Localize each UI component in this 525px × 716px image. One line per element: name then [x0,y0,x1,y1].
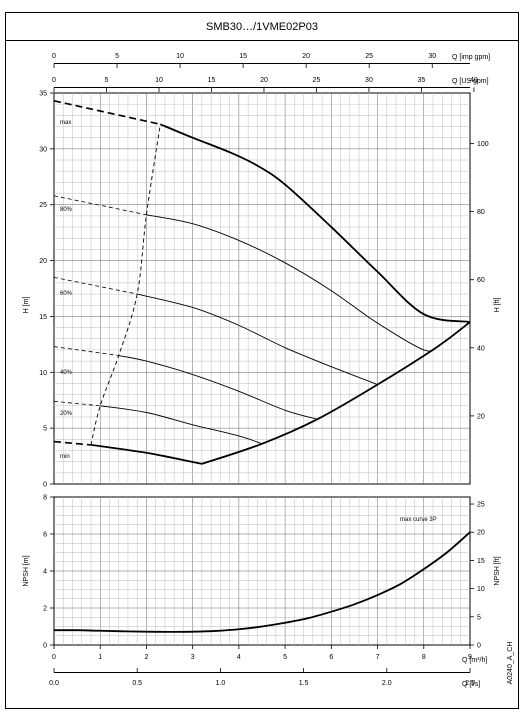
npsh-m-tick-label: 4 [43,569,47,576]
imp-gpm-tick-label: 20 [302,53,310,60]
ls-tick-label: 0.0 [49,680,59,687]
ls-tick-label: 2.5 [465,680,475,687]
us-gpm-tick-label: 5 [105,77,109,84]
m3h-tick-label: 1 [98,654,102,661]
us-gpm-tick-label: 25 [313,77,321,84]
h-ft-tick-label: 20 [477,413,485,420]
npsh-ft-tick-label: 15 [477,558,485,565]
m3h-tick-label: 6 [329,654,333,661]
us-gpm-tick-label: 15 [208,77,216,84]
imp-gpm-label: Q [imp gpm] [452,54,490,61]
head-curve-40pct [118,355,318,420]
m3h-tick-label: 8 [422,654,426,661]
ls-tick-label: 2.0 [382,680,392,687]
h-ft-tick-label: 80 [477,209,485,216]
npsh-ft-tick-label: 10 [477,586,485,593]
h-ft-tick-label: 60 [477,277,485,284]
us-gpm-tick-label: 10 [155,77,163,84]
npsh-m-tick-label: 2 [43,606,47,613]
label-40: 40% [60,370,73,376]
extrapolated-dash-segment [53,400,101,407]
npsh-m-tick-label: 6 [43,532,47,539]
label-20: 20% [60,411,73,417]
head-curve-80pct [146,214,438,352]
us-gpm-tick-label: 40 [470,77,478,84]
h-ft-tick-label: 100 [477,141,489,148]
h-m-tick-label: 5 [43,426,47,433]
label-max: max [60,120,71,126]
chart-title: SMB30…/1VME02P03 [206,21,318,33]
head-curve-max [159,123,471,323]
h-m-tick-label: 20 [39,258,47,265]
m3h-tick-label: 2 [144,654,148,661]
extrapolated-dash-segment [53,346,119,356]
npsh-ft-tick-label: 25 [477,502,485,509]
imp-gpm-tick-label: 0 [52,53,56,60]
m3h-tick-label: 3 [191,654,195,661]
outer-frame [5,12,519,709]
npsh-curve [53,531,471,633]
us-gpm-tick-label: 35 [418,77,426,84]
m3h-label: Q [m³/h] [462,657,487,664]
us-gpm-tick-label: 0 [52,77,56,84]
us-gpm-label: Q [US gpm] [452,78,489,85]
extrapolated-dash-segment [53,440,92,446]
imp-gpm-tick-label: 5 [115,53,119,60]
label-npsh-curve: max curve 3P [400,517,437,523]
m3h-tick-label: 4 [237,654,241,661]
head-curve-60pct [137,293,378,385]
h-m-tick-label: 15 [39,314,47,321]
ls-tick-label: 1.0 [216,680,226,687]
ls-tick-label: 0.5 [132,680,142,687]
drawing-code: A0240_A_CH [507,642,514,685]
head-curve-min [90,444,203,465]
imp-gpm-tick-label: 10 [176,53,184,60]
h-m-label: H [m] [23,297,30,314]
m3h-tick-label: 7 [376,654,380,661]
m3h-tick-label: 0 [52,654,56,661]
ls-tick-label: 1.5 [299,680,309,687]
h-m-tick-label: 30 [39,146,47,153]
npsh-ft-tick-label: 20 [477,530,485,537]
extrapolated-dash-segment [53,276,138,295]
h-ft-tick-label: 40 [477,345,485,352]
m3h-tick-label: 5 [283,654,287,661]
npsh-m-tick-label: 0 [43,643,47,650]
extrapolated-dash-segment [53,100,161,126]
h-m-tick-label: 25 [39,202,47,209]
npsh-m-tick-label: 8 [43,495,47,502]
npsh-ft-label: NPSH [ft] [494,556,501,585]
h-ft-label: H [ft] [494,298,501,313]
extrapolated-dash-segment [53,195,147,216]
imp-gpm-tick-label: 30 [428,53,436,60]
us-gpm-tick-label: 20 [260,77,268,84]
h-m-tick-label: 35 [39,91,47,98]
operating-envelope-curve [201,321,471,465]
npsh-ft-tick-label: 0 [477,643,481,650]
imp-gpm-tick-label: 25 [365,53,373,60]
h-m-tick-label: 10 [39,370,47,377]
label-80: 80% [60,207,73,213]
ls-label: Q [l/s] [462,681,480,688]
head-panel-frame [53,92,471,485]
npsh-ft-tick-label: 5 [477,614,481,621]
min-flow-dashed-line [90,124,161,446]
m3h-tick-label: 9 [468,654,472,661]
head-curve-20pct [100,405,263,445]
imp-gpm-tick-label: 15 [239,53,247,60]
us-gpm-tick-label: 30 [365,77,373,84]
npsh-m-label: NPSH [m] [23,555,30,586]
label-min: min [60,454,70,460]
h-m-tick-label: 0 [43,482,47,489]
